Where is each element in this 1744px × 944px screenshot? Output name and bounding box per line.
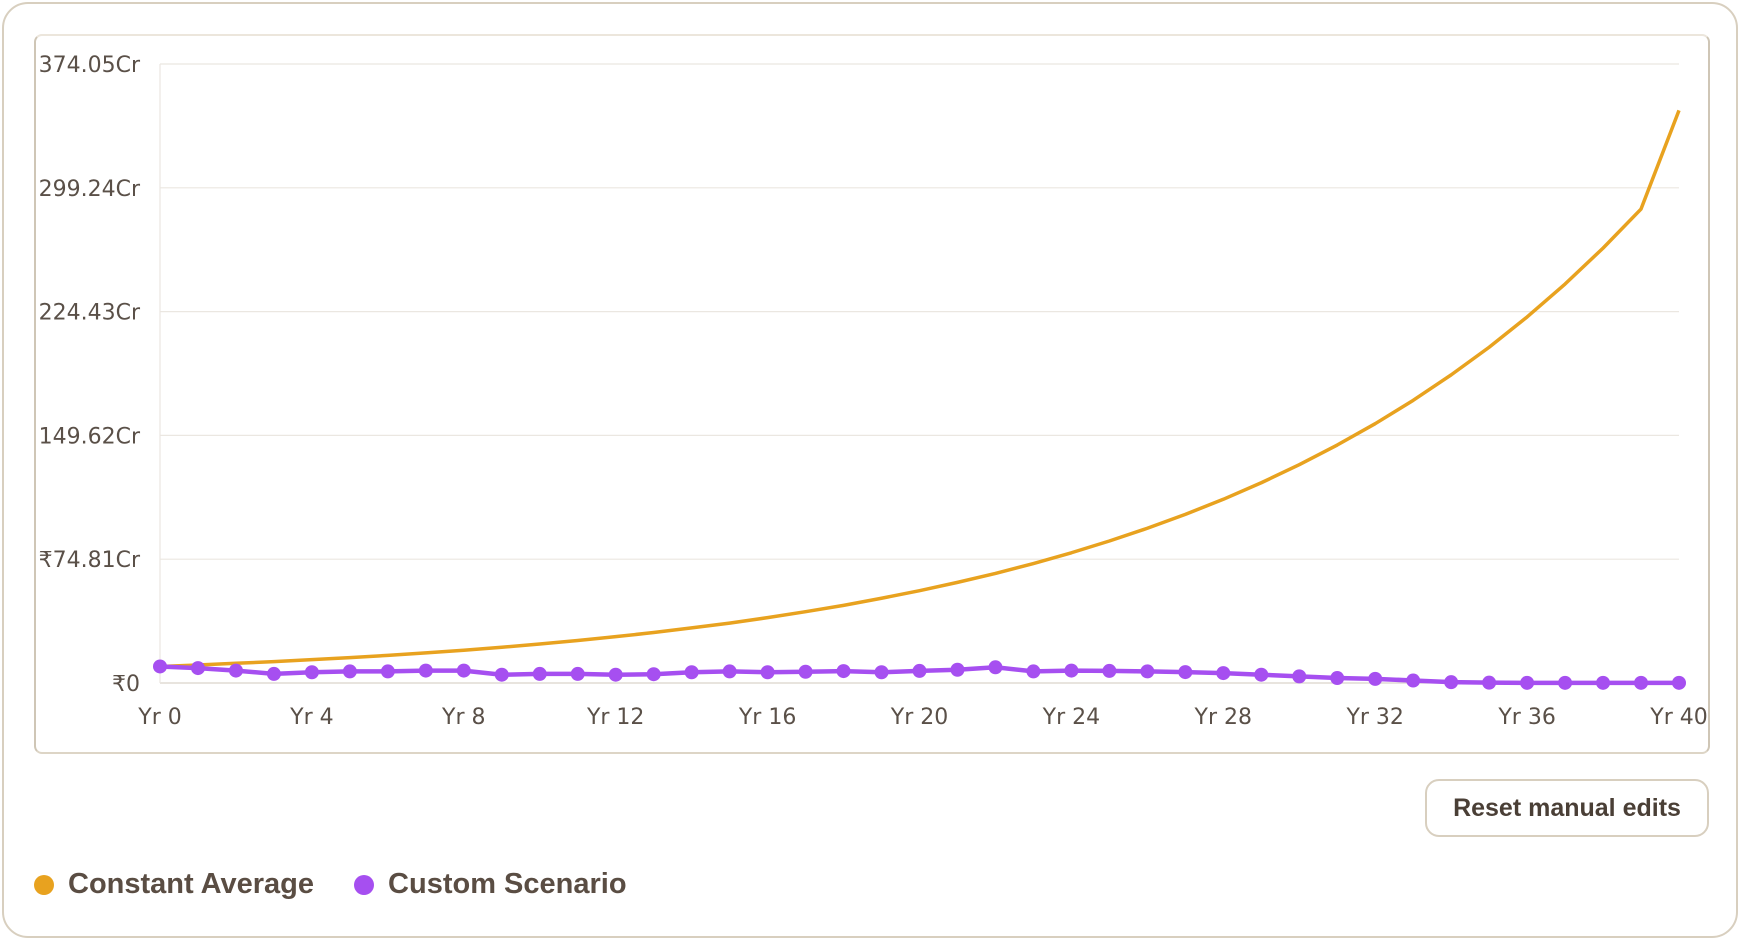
custom-scenario-point[interactable] xyxy=(1520,675,1535,690)
custom-scenario-point[interactable] xyxy=(1596,675,1611,690)
custom-scenario-point[interactable] xyxy=(798,664,813,679)
custom-scenario-point[interactable] xyxy=(418,663,433,678)
y-tick-label: 224.43Cr xyxy=(39,301,141,326)
custom-scenario-point[interactable] xyxy=(342,664,357,679)
legend-label-custom-scenario: Custom Scenario xyxy=(388,868,627,900)
custom-scenario-point[interactable] xyxy=(874,665,889,680)
custom-scenario-point[interactable] xyxy=(1140,664,1155,679)
custom-scenario-point[interactable] xyxy=(1406,673,1421,688)
chart-legend: Constant Average Custom Scenario xyxy=(34,868,667,901)
legend-item-constant-average[interactable]: Constant Average xyxy=(34,868,314,901)
x-tick-label: Yr 4 xyxy=(289,705,333,730)
legend-item-custom-scenario[interactable]: Custom Scenario xyxy=(354,868,627,901)
custom-scenario-point[interactable] xyxy=(684,665,699,680)
constant-average-line xyxy=(159,109,1681,669)
custom-scenario-point[interactable] xyxy=(608,667,623,682)
y-tick-label: 299.24Cr xyxy=(39,177,141,202)
custom-scenario-point[interactable] xyxy=(646,667,661,682)
y-tick-label: ₹0 xyxy=(112,672,140,697)
x-tick-label: Yr 32 xyxy=(1345,705,1403,730)
y-tick-label: 149.62Cr xyxy=(39,424,141,449)
x-tick-label: Yr 16 xyxy=(738,705,796,730)
custom-scenario-point[interactable] xyxy=(570,666,585,681)
custom-scenario-swatch xyxy=(354,874,375,895)
custom-scenario-point[interactable] xyxy=(1444,675,1459,690)
custom-scenario-point[interactable] xyxy=(1672,675,1686,690)
custom-scenario-point[interactable] xyxy=(988,660,1003,675)
custom-scenario-point[interactable] xyxy=(1482,675,1497,690)
x-tick-label: Yr 36 xyxy=(1497,705,1555,730)
custom-scenario-point[interactable] xyxy=(153,659,167,674)
custom-scenario-point[interactable] xyxy=(266,666,281,681)
custom-scenario-point[interactable] xyxy=(494,667,509,682)
x-tick-label: Yr 8 xyxy=(441,705,485,730)
custom-scenario-point[interactable] xyxy=(228,663,243,678)
line-chart[interactable]: ₹0 ₹74.81Cr 149.62Cr 224.43Cr 299.24Cr 374.05… xyxy=(0,0,1744,760)
custom-scenario-point[interactable] xyxy=(190,661,205,676)
custom-scenario-point[interactable] xyxy=(304,665,319,680)
custom-scenario-point[interactable] xyxy=(1102,663,1117,678)
custom-scenario-point[interactable] xyxy=(380,664,395,679)
x-tick-label: Yr 28 xyxy=(1194,705,1252,730)
custom-scenario-point[interactable] xyxy=(1254,667,1269,682)
x-tick-label: Yr 12 xyxy=(586,705,644,730)
custom-scenario-point[interactable] xyxy=(950,662,965,677)
x-tick-label: Yr 40 xyxy=(1649,705,1707,730)
custom-scenario-point[interactable] xyxy=(760,665,775,680)
custom-scenario-point[interactable] xyxy=(1330,671,1345,686)
custom-scenario-point[interactable] xyxy=(912,663,927,678)
reset-manual-edits-button[interactable]: Reset manual edits xyxy=(1425,779,1709,837)
constant-average-swatch xyxy=(34,874,54,895)
y-tick-label: ₹74.81Cr xyxy=(39,548,141,573)
chart-frame xyxy=(34,34,1710,754)
custom-scenario-point[interactable] xyxy=(836,664,851,679)
x-tick-label: Yr 24 xyxy=(1042,705,1100,730)
legend-label-constant-average: Constant Average xyxy=(68,868,315,900)
x-tick-label: Yr 20 xyxy=(890,705,948,730)
custom-scenario-point[interactable] xyxy=(1178,665,1193,680)
custom-scenario-point[interactable] xyxy=(1634,675,1649,690)
custom-scenario-point[interactable] xyxy=(1216,666,1231,681)
custom-scenario-point[interactable] xyxy=(456,663,471,678)
custom-scenario-point[interactable] xyxy=(1368,671,1383,686)
custom-scenario-point[interactable] xyxy=(1064,663,1079,678)
custom-scenario-point[interactable] xyxy=(722,664,737,679)
custom-scenario-point[interactable] xyxy=(1558,675,1573,690)
y-tick-label: 374.05Cr xyxy=(39,53,141,78)
custom-scenario-point[interactable] xyxy=(532,666,547,681)
x-tick-label: Yr 0 xyxy=(137,705,181,730)
custom-scenario-point[interactable] xyxy=(1026,664,1041,679)
custom-scenario-point[interactable] xyxy=(1292,669,1307,684)
